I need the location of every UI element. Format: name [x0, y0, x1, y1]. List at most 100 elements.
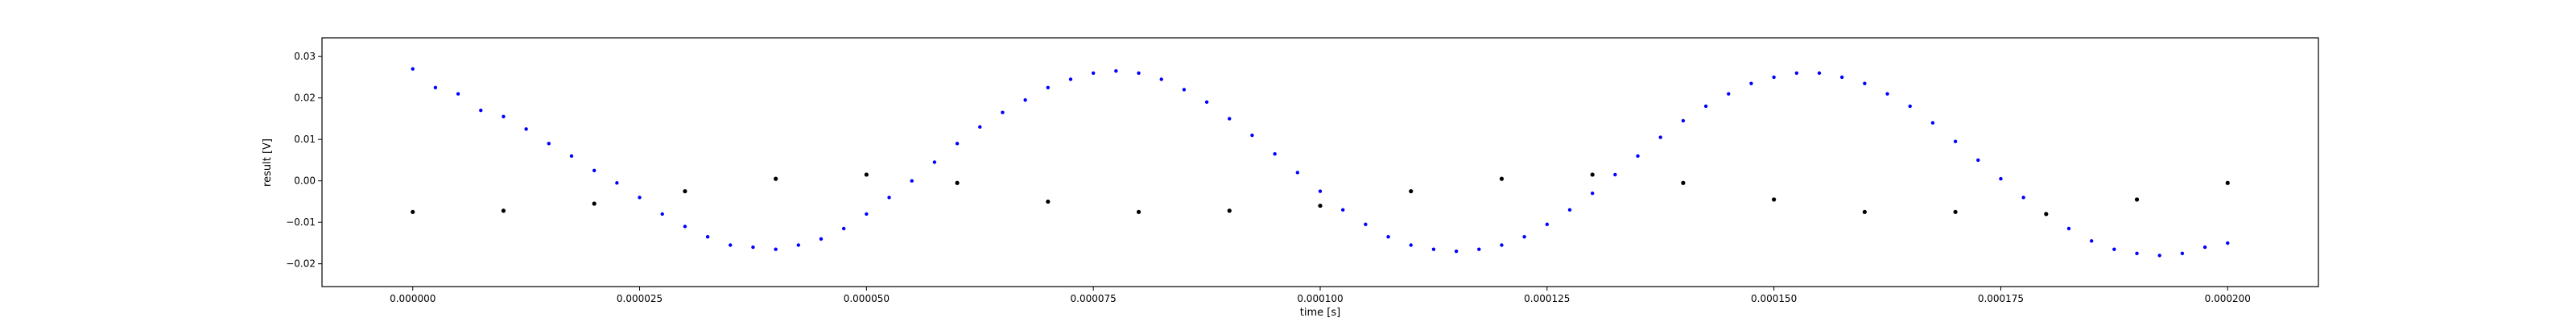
data-point	[1976, 158, 1980, 163]
data-point	[1772, 75, 1776, 80]
x-tick-label: 0.000175	[1978, 293, 2024, 304]
data-point	[910, 179, 914, 183]
data-point	[1068, 77, 1073, 81]
data-point	[1136, 209, 1141, 214]
data-point	[592, 201, 597, 206]
data-point	[615, 181, 619, 185]
data-point	[1727, 92, 1731, 96]
data-point	[1658, 135, 1662, 139]
data-point	[1613, 172, 1617, 177]
data-point	[1204, 100, 1209, 105]
data-point	[1454, 250, 1459, 254]
data-point	[1794, 71, 1799, 75]
y-tick-label: 0.02	[294, 93, 316, 104]
data-point	[751, 245, 755, 250]
data-point	[569, 154, 574, 158]
data-point	[887, 196, 891, 200]
data-point	[2157, 254, 2161, 258]
data-point	[1590, 191, 1595, 196]
y-tick-label: 0.03	[294, 51, 316, 62]
data-point	[1318, 203, 1323, 208]
data-point	[796, 243, 801, 247]
data-point	[774, 176, 778, 181]
data-point	[955, 142, 960, 146]
data-point	[1409, 243, 1413, 247]
data-point	[479, 108, 483, 113]
data-point	[1545, 222, 1550, 226]
data-point	[1839, 75, 1844, 80]
y-tick-label: −0.01	[286, 217, 316, 228]
data-point	[1681, 180, 1686, 185]
data-point	[1772, 197, 1777, 202]
data-point	[932, 160, 937, 164]
data-point	[1953, 139, 1958, 143]
data-point	[1364, 222, 1368, 226]
data-point	[524, 127, 528, 131]
data-point	[1409, 188, 1414, 194]
data-point	[1318, 189, 1323, 193]
data-point	[978, 125, 982, 129]
data-point	[819, 237, 824, 241]
data-point	[433, 85, 438, 90]
data-point	[1999, 176, 2003, 181]
data-point	[638, 196, 642, 200]
data-point	[1431, 247, 1436, 251]
data-point	[660, 212, 664, 217]
data-point	[547, 142, 551, 146]
data-point	[501, 208, 506, 213]
y-tick-label: 0.00	[294, 175, 316, 187]
data-point	[1477, 247, 1481, 251]
data-point	[1386, 235, 1390, 239]
data-point	[2021, 196, 2025, 200]
y-tick-label: −0.02	[286, 258, 316, 270]
x-tick-label: 0.000150	[1751, 293, 1797, 304]
y-axis-label: result [V]	[262, 138, 274, 187]
series-1	[411, 172, 2230, 217]
data-point	[2226, 241, 2230, 246]
data-point	[683, 225, 687, 229]
data-point	[411, 67, 415, 71]
data-point	[1250, 133, 1254, 138]
data-point	[1862, 209, 1867, 214]
data-point	[729, 243, 733, 247]
data-point	[705, 235, 710, 239]
data-point	[774, 247, 778, 251]
data-point	[592, 168, 597, 172]
x-axis: 0.000000 0.000025 0.000050 0.000075 0.000100…	[390, 287, 2251, 304]
data-point	[1091, 71, 1096, 75]
x-tick-label: 0.000075	[1071, 293, 1117, 304]
x-tick-label: 0.000100	[1297, 293, 1343, 304]
data-point	[1908, 104, 1912, 109]
x-axis-label: time [s]	[1300, 307, 1340, 319]
data-point	[2180, 251, 2185, 255]
data-point	[955, 180, 960, 185]
data-point	[1340, 208, 1345, 212]
data-point	[841, 226, 846, 231]
data-point	[2134, 197, 2140, 202]
data-point	[1522, 235, 1526, 239]
data-point	[2202, 245, 2207, 250]
plot-area	[411, 67, 2230, 258]
data-point	[1228, 117, 1232, 121]
x-tick-label: 0.000125	[1524, 293, 1570, 304]
data-point	[1885, 92, 1889, 96]
data-point	[2225, 180, 2230, 185]
data-point	[1273, 152, 1277, 156]
data-point	[865, 212, 869, 217]
data-point	[1749, 81, 1753, 85]
data-point	[2066, 226, 2071, 231]
data-point	[1114, 69, 1118, 73]
data-point	[502, 114, 506, 119]
data-point	[1182, 88, 1187, 92]
data-point	[456, 92, 460, 96]
data-point	[1681, 118, 1686, 123]
y-axis: −0.02 −0.01 0.00 0.01 0.02 0.03	[286, 51, 322, 270]
x-tick-label: 0.000200	[2205, 293, 2251, 304]
data-point	[683, 188, 687, 194]
series-layer	[411, 67, 2230, 258]
data-point	[864, 172, 869, 177]
data-point	[1953, 209, 1958, 214]
data-point	[1500, 243, 1504, 247]
